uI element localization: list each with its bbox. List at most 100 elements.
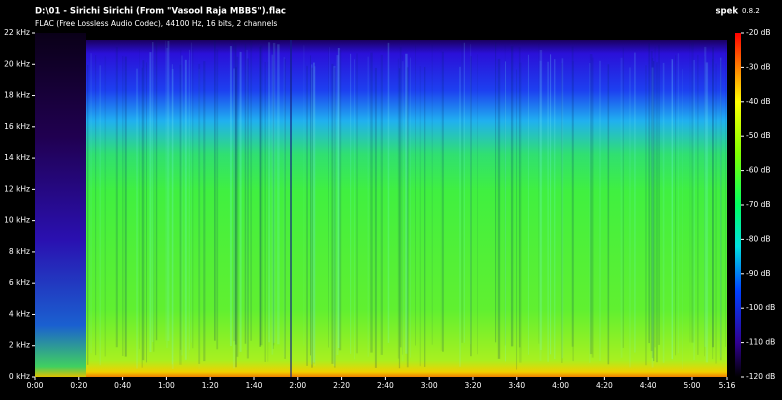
spectrum-streak [136, 68, 138, 369]
x-tick-label: 1:20 [202, 381, 219, 390]
spectrum-streak [250, 40, 253, 341]
spectrum-streak [306, 65, 308, 366]
spectrum-streak [203, 61, 206, 362]
spectrum-streak [356, 53, 358, 354]
spectrum-streak [495, 42, 497, 343]
spectrum-streak [198, 63, 201, 364]
spectrum-streak [419, 66, 421, 367]
spectrum-streak [336, 55, 339, 356]
spectrum-streak [277, 44, 280, 345]
spectrum-streak [424, 66, 426, 367]
spectrum-streak [527, 54, 529, 355]
spectrum-streak [712, 47, 714, 348]
x-tick-label: 3:40 [508, 381, 525, 390]
spectrum-streak [691, 42, 694, 343]
x-tick-label: 0:40 [114, 381, 131, 390]
spectrum-streak [104, 56, 107, 357]
spectrum-streak [697, 54, 699, 355]
x-tick-label: 1:00 [158, 381, 175, 390]
spectrum-streak [550, 54, 552, 355]
color-tick-label: -90 dB [746, 269, 771, 278]
spectrum-body [86, 40, 727, 377]
color-scale [735, 33, 741, 377]
spectrum-streak [554, 59, 556, 360]
spectrum-streak [607, 64, 610, 365]
spectrum-streak [198, 69, 200, 370]
spectrum-streak [87, 64, 89, 365]
spectrum-streak [155, 40, 158, 341]
spectrum-streak [331, 63, 334, 364]
spectrum-streak [367, 56, 369, 357]
spectrum-streak [171, 68, 174, 369]
spectrum-streak [387, 42, 390, 343]
spectrum-streak [654, 47, 656, 348]
spectrum-streak [264, 61, 266, 362]
spectrum-streak [398, 68, 401, 369]
y-tick-label: 0 kHz [9, 372, 30, 381]
spectrum-streak [246, 49, 248, 350]
spectrum-streak [399, 47, 402, 348]
spectrum-streak [333, 66, 336, 367]
spectrum-streak [591, 57, 594, 358]
spectrum-streak [303, 45, 305, 346]
spectrum-streak [589, 62, 591, 363]
spectrum-streak [519, 62, 522, 363]
spectrum-streak [505, 61, 507, 362]
spectrum-streak [622, 47, 624, 348]
spectrum-streak [310, 55, 312, 356]
spectrum-streak [239, 51, 242, 352]
spectrum-streak [571, 46, 574, 347]
spectrum-streak [458, 66, 462, 367]
spectrum-streak [402, 61, 404, 362]
spectrum-streak [599, 60, 602, 361]
spectrum-streak [167, 40, 170, 341]
y-tick-label: 16 kHz [4, 122, 30, 131]
y-tick-label: 8 kHz [9, 247, 30, 256]
y-tick-label: 14 kHz [4, 153, 30, 162]
spectrum-streak [589, 54, 593, 355]
spectrum-streak [725, 46, 726, 347]
x-tick-label: 5:16 [719, 381, 736, 390]
spectrum-streak [547, 61, 549, 362]
spectrum-streak [229, 46, 232, 347]
spectrum-streak [620, 57, 623, 358]
spectrum-streak [477, 54, 478, 355]
spectrum-streak [122, 55, 124, 356]
spectrum-streak [712, 59, 714, 360]
spectrum-streak [141, 67, 143, 368]
x-tick-label: 0:20 [70, 381, 87, 390]
spectrum-streak [115, 47, 118, 348]
spectrum-streak [374, 67, 377, 368]
color-tick-label: -20 dB [746, 28, 771, 37]
spectrum-streak [184, 59, 187, 360]
spectrum-streak [328, 47, 329, 348]
x-tick-label: 2:40 [377, 381, 394, 390]
spectrum-streak [313, 63, 315, 364]
spectrum-streak [504, 45, 506, 346]
spectrum-streak [645, 65, 647, 366]
spectrum-streak [634, 52, 636, 353]
x-tick-label: 0:00 [27, 381, 44, 390]
spectrum-streak [191, 42, 192, 343]
spectrum-streak [165, 40, 167, 341]
color-tick-label: -30 dB [746, 62, 771, 71]
spectrum-intro [35, 33, 86, 377]
spectrum-streak [180, 49, 182, 350]
spectrum-streak [672, 60, 673, 361]
spectrum-streak [671, 59, 674, 360]
spectrum-streak [705, 62, 709, 363]
spectrogram [35, 33, 727, 377]
spectrum-streak [192, 48, 194, 349]
spectrum-streak [334, 67, 336, 368]
spectrum-streak [311, 64, 313, 365]
spectrum-streak [653, 61, 655, 362]
x-tick-label: 3:20 [465, 381, 482, 390]
y-tick-label: 20 kHz [4, 59, 30, 68]
spectrum-streak [95, 55, 97, 356]
spectrum-streak [189, 49, 191, 350]
spectrum-streak [214, 40, 216, 341]
spectrum-streak [246, 58, 249, 359]
spectrum-streak [442, 51, 444, 352]
y-tick-label: 6 kHz [9, 278, 30, 287]
